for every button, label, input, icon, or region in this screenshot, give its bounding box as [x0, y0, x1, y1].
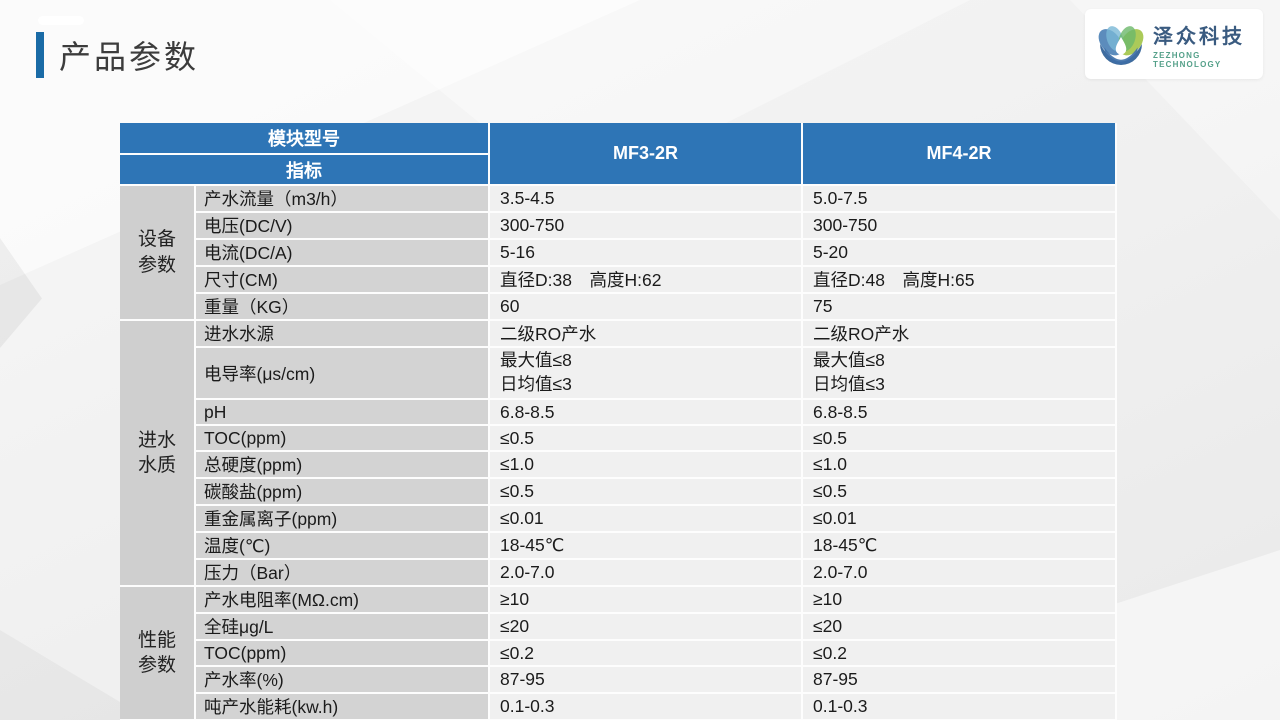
value-mf4: ≥10	[803, 587, 1117, 614]
param-label: 电压(DC/V)	[196, 213, 490, 240]
value-mf3: ≤1.0	[490, 452, 803, 479]
table-row: TOC(ppm) ≤0.5 ≤0.5	[120, 426, 1117, 452]
param-label: 产水率(%)	[196, 667, 490, 694]
logo-name-cn: 泽众科技	[1153, 25, 1245, 48]
value-mf3: 60	[490, 294, 803, 321]
table-row: 性能 参数 产水电阻率(MΩ.cm) ≥10 ≥10	[120, 587, 1117, 720]
param-label: 尺寸(CM)	[196, 267, 490, 294]
param-label: 重金属离子(ppm)	[196, 506, 490, 533]
corner-header-model: 模块型号	[120, 123, 490, 155]
param-label: 吨产水能耗(kw.h)	[196, 694, 490, 720]
table-row: 温度(℃) 18-45℃ 18-45℃	[120, 533, 1117, 560]
column-header-mf4: MF4-2R	[803, 123, 1117, 186]
value-mf3: 3.5-4.5	[490, 186, 803, 213]
value-mf4: 87-95	[803, 667, 1117, 694]
param-label: 电流(DC/A)	[196, 240, 490, 267]
value-mf4: ≤0.2	[803, 641, 1117, 667]
table-row: 产水率(%) 87-95 87-95	[120, 667, 1117, 694]
param-label: 总硬度(ppm)	[196, 452, 490, 479]
table-row: 压力（Bar） 2.0-7.0 2.0-7.0	[120, 560, 1117, 587]
slide-header: 产品参数	[36, 32, 199, 78]
value-mf4: 18-45℃	[803, 533, 1117, 560]
param-label: 进水水源	[196, 321, 490, 348]
value-mf3: 二级RO产水	[490, 321, 803, 348]
param-label: 温度(℃)	[196, 533, 490, 560]
table-row: 尺寸(CM) 直径D:38 高度H:62 直径D:48 高度H:65	[120, 267, 1117, 294]
table-row: 碳酸盐(ppm) ≤0.5 ≤0.5	[120, 479, 1117, 506]
value-mf4: 二级RO产水	[803, 321, 1117, 348]
param-label: 压力（Bar）	[196, 560, 490, 587]
param-label: 产水流量（m3/h）	[196, 186, 490, 213]
table-row: pH 6.8-8.5 6.8-8.5	[120, 400, 1117, 426]
product-parameters-table: 模块型号 MF3-2R MF4-2R 指标 设备 参数 产水流量（m3/h） 3.…	[120, 123, 1117, 720]
header-row-bottom: 指标	[120, 155, 1117, 186]
table-row: 进水 水质 进水水源 二级RO产水 二级RO产水	[120, 321, 1117, 587]
value-mf3: 2.0-7.0	[490, 560, 803, 587]
param-label: 重量（KG）	[196, 294, 490, 321]
value-mf3: 5-16	[490, 240, 803, 267]
param-label: 产水电阻率(MΩ.cm)	[196, 587, 490, 614]
param-label: TOC(ppm)	[196, 426, 490, 452]
value-mf4: 0.1-0.3	[803, 694, 1117, 720]
value-mf4: 直径D:48 高度H:65	[803, 267, 1117, 294]
param-label: 电导率(μs/cm)	[196, 348, 490, 400]
value-mf4: 75	[803, 294, 1117, 321]
value-mf3: 300-750	[490, 213, 803, 240]
corner-header-indicator: 指标	[120, 155, 490, 186]
table-row: 重金属离子(ppm) ≤0.01 ≤0.01	[120, 506, 1117, 533]
value-mf4: 5-20	[803, 240, 1117, 267]
group-label-equipment: 设备 参数	[120, 186, 196, 321]
value-mf3: ≤0.01	[490, 506, 803, 533]
value-mf4: 2.0-7.0	[803, 560, 1117, 587]
table-row: 全硅μg/L ≤20 ≤20	[120, 614, 1117, 641]
value-mf3: 87-95	[490, 667, 803, 694]
value-mf3: 0.1-0.3	[490, 694, 803, 720]
table-row: 电压(DC/V) 300-750 300-750	[120, 213, 1117, 240]
value-mf4: ≤0.01	[803, 506, 1117, 533]
group-label-influent: 进水 水质	[120, 321, 196, 587]
table-row: 设备 参数 产水流量（m3/h） 3.5-4.5 5.0-7.5	[120, 186, 1117, 321]
group-label-performance: 性能 参数	[120, 587, 196, 720]
value-mf4: ≤0.5	[803, 479, 1117, 506]
table-row: 重量（KG） 60 75	[120, 294, 1117, 321]
value-mf3: ≤0.5	[490, 479, 803, 506]
value-mf3: 最大值≤8 日均值≤3	[490, 348, 803, 400]
background-polygon	[0, 238, 42, 348]
value-mf4: 300-750	[803, 213, 1117, 240]
table-row: 电流(DC/A) 5-16 5-20	[120, 240, 1117, 267]
column-header-mf3: MF3-2R	[490, 123, 803, 186]
company-logo: 泽众科技 ZEZHONG TECHNOLOGY	[1085, 9, 1263, 79]
value-mf4: ≤0.5	[803, 426, 1117, 452]
param-label: 碳酸盐(ppm)	[196, 479, 490, 506]
value-mf4: 6.8-8.5	[803, 400, 1117, 426]
page-title: 产品参数	[59, 39, 200, 75]
value-mf3: 直径D:38 高度H:62	[490, 267, 803, 294]
lotus-drop-icon	[1098, 26, 1144, 65]
decorative-pill	[38, 16, 84, 25]
value-mf3: 18-45℃	[490, 533, 803, 560]
value-mf3: ≤0.2	[490, 641, 803, 667]
table-row: 吨产水能耗(kw.h) 0.1-0.3 0.1-0.3	[120, 694, 1117, 720]
table-row: 总硬度(ppm) ≤1.0 ≤1.0	[120, 452, 1117, 479]
table-row: 电导率(μs/cm) 最大值≤8 日均值≤3 最大值≤8 日均值≤3	[120, 348, 1117, 400]
header-row-top: 模块型号 MF3-2R MF4-2R	[120, 123, 1117, 186]
table-row: TOC(ppm) ≤0.2 ≤0.2	[120, 641, 1117, 667]
logo-name-en: ZEZHONG TECHNOLOGY	[1153, 50, 1222, 69]
param-label: TOC(ppm)	[196, 641, 490, 667]
value-mf4: 5.0-7.5	[803, 186, 1117, 213]
title-accent-bar	[36, 32, 44, 78]
param-label: pH	[196, 400, 490, 426]
value-mf3: ≤0.5	[490, 426, 803, 452]
value-mf4: 最大值≤8 日均值≤3	[803, 348, 1117, 400]
value-mf4: ≤20	[803, 614, 1117, 641]
value-mf3: ≤20	[490, 614, 803, 641]
param-label: 全硅μg/L	[196, 614, 490, 641]
value-mf3: 6.8-8.5	[490, 400, 803, 426]
value-mf4: ≤1.0	[803, 452, 1117, 479]
value-mf3: ≥10	[490, 587, 803, 614]
